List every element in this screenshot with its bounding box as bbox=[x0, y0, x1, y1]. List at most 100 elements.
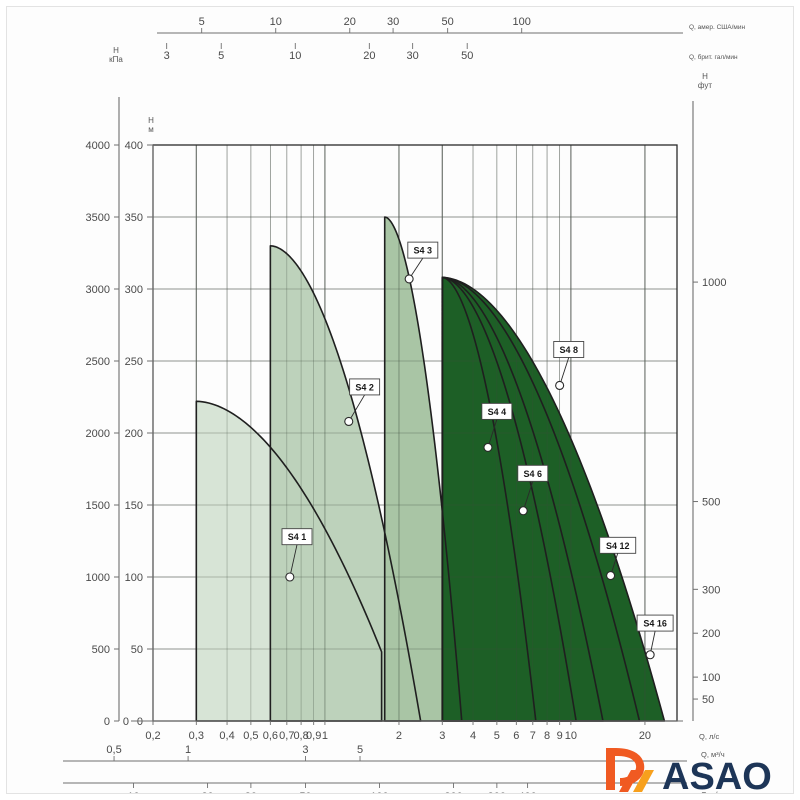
y-tick-feet-label: 300 bbox=[702, 584, 720, 596]
y-tick-kpa-label: 3000 bbox=[86, 284, 110, 296]
x-tick-m3h-label: 0,5 bbox=[106, 744, 121, 756]
callout-anchor-dot bbox=[645, 650, 655, 660]
x-tick-usgpm-label: 100 bbox=[513, 16, 531, 28]
x-tick-lmin-label: 300 bbox=[488, 791, 506, 793]
curve-area bbox=[270, 245, 421, 722]
x-tick-ls-label: 0,6 bbox=[263, 730, 278, 742]
curve-callout[interactable]: S4 8 bbox=[553, 341, 585, 391]
y-tick-kpa-label: 1500 bbox=[86, 500, 110, 512]
callout-anchor-dot bbox=[555, 380, 565, 391]
x-axis-ukgpm-unit-label: Q, брит. гал/мин bbox=[689, 53, 738, 61]
curve-callout[interactable]: S4 12 bbox=[599, 536, 637, 581]
x-axis-ls-unit-label: Q, л/с bbox=[699, 732, 719, 741]
y-tick-label: 150 bbox=[125, 500, 143, 512]
y-tick-feet-label: 500 bbox=[702, 497, 720, 509]
curve-callout[interactable]: S4 4 bbox=[481, 402, 513, 452]
x-tick-ls-label: 0,2 bbox=[145, 730, 160, 742]
y-tick-feet-label: 100 bbox=[702, 672, 720, 684]
callout-box[interactable] bbox=[407, 241, 439, 259]
callout-label-text: S4 2 bbox=[355, 382, 374, 392]
x-axis-origin-label: 0 bbox=[123, 716, 129, 728]
x-tick-ls-label: 0,9 bbox=[306, 730, 321, 742]
x-tick-ls-label: 5 bbox=[494, 730, 500, 742]
axes-layer: 050100150200250300350400Hм05001000150020… bbox=[63, 16, 745, 793]
x-tick-ls-label: 8 bbox=[544, 730, 550, 742]
curve-callout[interactable]: S4 3 bbox=[404, 241, 439, 284]
x-tick-ls-label: 2 bbox=[396, 730, 402, 742]
y-tick-kpa-label: 2500 bbox=[86, 356, 110, 368]
x-axis-usgpm-unit-label: Q, амер. США/мин bbox=[689, 24, 745, 31]
y-tick-kpa-label: 0 bbox=[104, 716, 110, 728]
y-tick-label: 400 bbox=[125, 140, 143, 152]
curve-callout[interactable]: S4 16 bbox=[636, 614, 674, 660]
curve-outline bbox=[441, 276, 537, 722]
y-tick-kpa-label: 1000 bbox=[86, 572, 110, 584]
x-tick-lmin-label: 50 bbox=[299, 791, 311, 793]
callout-box[interactable] bbox=[636, 614, 674, 632]
callout-anchor-dot bbox=[344, 416, 354, 427]
callout-box[interactable] bbox=[349, 378, 381, 396]
curve-outline bbox=[195, 400, 383, 722]
pump-performance-chart: 050100150200250300350400Hм05001000150020… bbox=[63, 16, 745, 793]
curve-callout[interactable]: S4 1 bbox=[281, 528, 313, 582]
y-tick-label: 250 bbox=[125, 356, 143, 368]
x-tick-usgpm-label: 20 bbox=[344, 16, 356, 28]
x-tick-ls-label: 0,7 bbox=[279, 730, 294, 742]
callout-leader-line bbox=[559, 357, 570, 386]
y-tick-kpa-label: 500 bbox=[92, 644, 110, 656]
curve-outline bbox=[441, 276, 641, 722]
x-tick-lmin-label: 30 bbox=[245, 791, 257, 793]
x-tick-ls-label: 4 bbox=[470, 730, 476, 742]
x-axis-m3h-unit-label: Q, м³/ч bbox=[701, 750, 725, 759]
y-axis-feet-unit: фут bbox=[698, 81, 712, 90]
y-tick-label: 300 bbox=[125, 284, 143, 296]
curve-outline bbox=[441, 276, 577, 722]
callout-box[interactable] bbox=[481, 402, 513, 420]
curve-callout[interactable]: S4 2 bbox=[344, 378, 381, 427]
curve-labels-layer: S4 1 S4 2 S4 3 S4 4 S4 6 S4 8 S4 12 S4 16 bbox=[281, 241, 674, 660]
y-tick-feet-label: 1000 bbox=[702, 277, 726, 289]
y-tick-kpa-label: 4000 bbox=[86, 140, 110, 152]
y-tick-label: 100 bbox=[125, 572, 143, 584]
callout-leader-line bbox=[289, 544, 298, 578]
x-tick-ls-label: 0,3 bbox=[189, 730, 204, 742]
y-tick-label: 200 bbox=[125, 428, 143, 440]
x-tick-ukgpm-label: 10 bbox=[289, 50, 301, 62]
x-tick-ukgpm-label: 50 bbox=[461, 50, 473, 62]
callout-label-text: S4 3 bbox=[414, 246, 433, 256]
x-tick-m3h-label: 3 bbox=[302, 744, 308, 756]
y-tick-kpa-label: 2000 bbox=[86, 428, 110, 440]
y-tick-label: 50 bbox=[131, 644, 143, 656]
x-tick-lmin-label: 200 bbox=[444, 791, 462, 793]
curve-callout[interactable]: S4 6 bbox=[517, 464, 549, 516]
callout-anchor-dot bbox=[606, 571, 616, 581]
x-tick-ls-label: 0,4 bbox=[219, 730, 234, 742]
y-tick-kpa-label: 3500 bbox=[86, 212, 110, 224]
callout-label-text: S4 1 bbox=[288, 532, 307, 542]
callout-box[interactable] bbox=[517, 464, 549, 482]
x-tick-ls-label: 6 bbox=[513, 730, 519, 742]
y-axis-metres-unit: м bbox=[148, 125, 154, 134]
curve-outline bbox=[383, 216, 463, 722]
x-tick-usgpm-label: 50 bbox=[442, 16, 454, 28]
callout-leader-line bbox=[522, 481, 534, 511]
curve-areas-layer bbox=[196, 217, 665, 722]
y-tick-label: 350 bbox=[125, 212, 143, 224]
x-tick-usgpm-label: 5 bbox=[199, 16, 205, 28]
callout-label-text: S4 8 bbox=[559, 345, 578, 355]
callout-box[interactable] bbox=[599, 536, 637, 554]
x-tick-lmin-label: 400 bbox=[518, 791, 536, 793]
x-tick-m3h-label: 5 bbox=[357, 744, 363, 756]
callout-anchor-dot bbox=[518, 506, 528, 516]
x-tick-lmin-label: 100 bbox=[370, 791, 388, 793]
callout-anchor-dot bbox=[404, 274, 414, 284]
callout-leader-line bbox=[348, 394, 366, 422]
callout-box[interactable] bbox=[553, 341, 585, 358]
x-tick-ukgpm-label: 30 bbox=[407, 50, 419, 62]
x-tick-usgpm-label: 10 bbox=[270, 16, 282, 28]
x-tick-lmin-label: 20 bbox=[201, 791, 213, 793]
callout-leader-line bbox=[487, 419, 498, 448]
callout-box[interactable] bbox=[281, 528, 313, 546]
curve-outline bbox=[441, 276, 604, 722]
